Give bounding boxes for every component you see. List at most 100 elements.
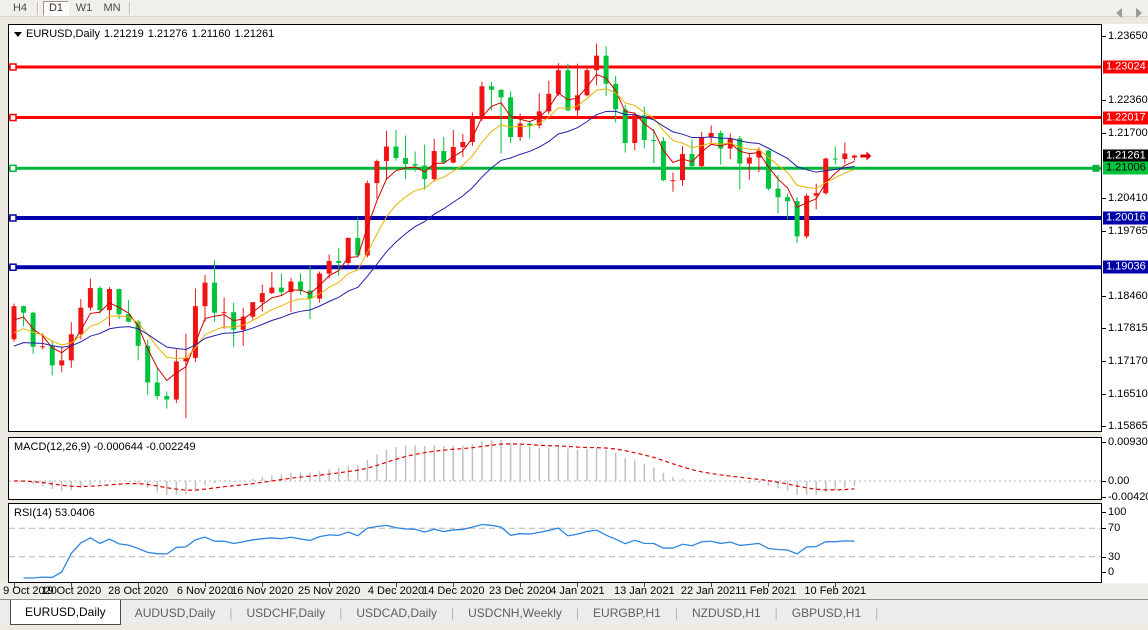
rsi-panel[interactable]: RSI(14) 53.0406 — [8, 503, 1102, 583]
tab-separator: | — [875, 605, 879, 620]
chart-open-value: 1.21219 — [103, 28, 144, 40]
timeframe-button-h4[interactable]: H4 — [12, 2, 28, 14]
candle-body — [660, 140, 666, 181]
candle-body — [126, 314, 132, 322]
candle-body — [842, 153, 848, 160]
chart-tab-usdcnh[interactable]: USDCNH,Weekly — [468, 605, 562, 620]
line-handle[interactable] — [9, 263, 17, 271]
chart-tab-usdcad[interactable]: USDCAD,Daily — [356, 605, 437, 620]
tab-separator: | — [774, 605, 778, 620]
toolbar-separator — [129, 1, 131, 15]
date-tick — [768, 583, 770, 587]
candle-body — [565, 70, 571, 111]
tab-separator: | — [339, 605, 343, 620]
price-axis-tick — [1102, 393, 1106, 395]
candle-body — [498, 89, 504, 98]
timeframe-button-mn[interactable]: MN — [103, 2, 121, 14]
macd-value: -0.000644 — [93, 441, 144, 453]
price-axis-label: 1.23650 — [1108, 29, 1148, 42]
chart-tab-gbpusd[interactable]: GBPUSD,H1 — [791, 605, 862, 620]
chart-tab-eurgbp[interactable]: EURGBP,H1 — [593, 605, 661, 620]
chart-tab-nzdusd[interactable]: NZDUSD,H1 — [691, 605, 761, 620]
date-label: 16 Nov 2020 — [231, 585, 294, 597]
candle-body — [775, 188, 781, 198]
price-axis-label: 1.16510 — [1108, 387, 1148, 400]
date-label: 13 Jan 2021 — [614, 585, 675, 597]
chart-tab-usdchf[interactable]: USDCHF,Daily — [246, 605, 326, 620]
rsi-chart — [9, 523, 1101, 579]
tab-separator: | — [229, 605, 233, 620]
candle-body — [364, 183, 370, 256]
tab-scroll-right-icon[interactable] — [1136, 8, 1142, 18]
date-label: 23 Dec 2020 — [488, 585, 552, 597]
macd-label: MACD(12,26,9) -0.000644 -0.002249 — [14, 441, 196, 453]
timeframe-button-d1[interactable]: D1 — [43, 0, 69, 16]
candle-body — [708, 132, 714, 137]
macd-axis-tick — [1102, 481, 1106, 482]
candle-body — [307, 290, 313, 299]
price-arrow-marker[interactable] — [860, 151, 872, 161]
date-tick — [138, 583, 140, 587]
ma-slow-line — [13, 110, 855, 351]
candle-body — [412, 164, 418, 166]
candle-body — [765, 150, 771, 189]
rsi-axis-label: 30 — [1108, 550, 1121, 563]
price-badge-1.19036: 1.19036 — [1103, 260, 1148, 274]
date-tick — [453, 583, 455, 587]
line-handle[interactable] — [9, 63, 17, 71]
chart-title: EURUSD,Daily 1.21219 1.21276 1.21160 1.2… — [14, 28, 274, 40]
date-tick — [14, 583, 15, 587]
candle-body — [622, 109, 628, 144]
candle-body — [527, 123, 533, 126]
price-axis[interactable]: 1.23650 1.22360 1.21700 1.20410 1.19765 1.184… — [1102, 24, 1148, 583]
date-tick — [205, 583, 206, 587]
chart-tab-eurusd[interactable]: EURUSD,Daily — [10, 600, 121, 625]
macd-signal-value: -0.002249 — [146, 441, 196, 453]
candle-body — [40, 346, 46, 348]
candle-body — [823, 158, 829, 194]
price-axis-tick — [1102, 296, 1106, 298]
macd-axis-label: 0.009308 — [1108, 436, 1148, 448]
candle-body — [794, 201, 800, 237]
date-tick — [396, 583, 397, 587]
timeframe-button-w1[interactable]: W1 — [75, 2, 93, 14]
line-handle[interactable] — [9, 164, 17, 173]
symbol-dropdown-icon[interactable] — [14, 31, 22, 37]
candle-body — [460, 141, 466, 148]
candle-body — [594, 55, 600, 71]
candle-body — [21, 306, 27, 313]
candle-body — [489, 86, 494, 90]
candle-body — [574, 95, 580, 111]
candle-body — [183, 357, 189, 362]
macd-panel[interactable]: MACD(12,26,9) -0.000644 -0.002249 — [8, 437, 1102, 500]
price-badge-1.21006: 1.21006 — [1103, 161, 1148, 175]
price-axis-label: 1.21700 — [1108, 127, 1148, 140]
tab-separator: | — [575, 605, 580, 620]
line-handle[interactable] — [9, 113, 17, 122]
candle-body — [756, 150, 762, 158]
candle-body — [689, 154, 695, 167]
main-chart-panel[interactable]: EURUSD,Daily 1.21219 1.21276 1.21160 1.2… — [8, 24, 1102, 432]
rsi-label: RSI(14) 53.0406 — [14, 507, 95, 519]
candle-body — [173, 361, 179, 400]
price-axis-label: 1.22360 — [1108, 94, 1148, 107]
candle-body — [49, 346, 55, 366]
line-handle[interactable] — [1092, 164, 1100, 172]
tab-separator: | — [451, 605, 455, 620]
candle-body — [278, 287, 284, 293]
chart-tab-audusd[interactable]: AUDUSD,Daily — [134, 605, 216, 620]
tab-separator: | — [674, 605, 678, 620]
candle-body — [107, 289, 112, 311]
ma-mid-line — [13, 88, 855, 359]
price-badge-1.22017: 1.22017 — [1103, 111, 1148, 125]
candle-body — [632, 115, 638, 144]
candle-body — [87, 288, 93, 308]
candle-body — [250, 302, 256, 317]
time-axis[interactable]: 9 Oct 2020 19 Oct 2020 28 Oct 2020 6 Nov 20… — [0, 583, 1148, 599]
candle-body — [30, 312, 36, 347]
tab-scroll-left-icon[interactable] — [1116, 8, 1122, 18]
line-handle[interactable] — [9, 214, 17, 222]
chart-high-value: 1.21276 — [147, 28, 188, 40]
candle-body — [68, 334, 74, 361]
